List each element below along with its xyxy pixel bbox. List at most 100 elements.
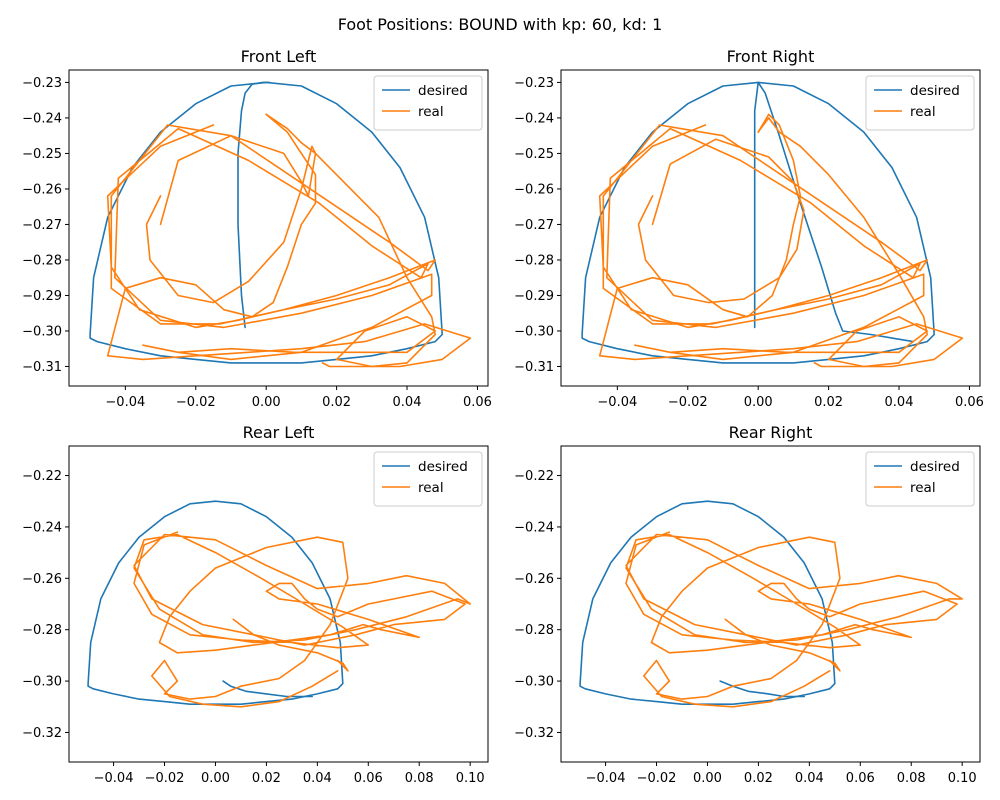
y-tick-label: −0.23 (22, 76, 62, 91)
y-tick-label: −0.25 (22, 147, 62, 162)
legend-label-desired: desired (418, 459, 468, 475)
series-line-real-2 (106, 113, 437, 368)
y-tick-label: −0.25 (514, 147, 554, 162)
x-tick-label: 0.08 (405, 771, 434, 786)
y-tick-label: −0.28 (22, 253, 62, 268)
subplot-title: Rear Left (243, 423, 315, 442)
subplot-title: Rear Right (729, 423, 813, 442)
plot-area-rear-right (579, 500, 964, 708)
figure-suptitle: Foot Positions: BOUND with kp: 60, kd: 1 (338, 15, 663, 34)
series-line-real-2 (133, 531, 472, 700)
x-tick-label: 0.02 (744, 771, 773, 786)
legend-label-desired: desired (910, 459, 960, 475)
y-tick-label: −0.26 (22, 182, 62, 197)
legend-label-desired: desired (910, 83, 960, 99)
legend-label-desired: desired (418, 83, 468, 99)
y-tick-label: −0.30 (514, 324, 554, 339)
legend-front-right: desired real (865, 75, 975, 131)
x-tick-label: −0.02 (176, 395, 216, 410)
legend-front-left: desired real (373, 75, 483, 131)
y-tick-label: −0.26 (514, 182, 554, 197)
y-tick-label: −0.28 (514, 253, 554, 268)
subplot-grid: −0.04 −0.02 0.00 0.02 0.04 0.06 −0.23 −0.24 −0.2… (22, 47, 984, 786)
subplot-front-right: −0.04 −0.02 0.00 0.02 0.04 0.06 −0.23 −0.24 −0.2… (514, 47, 984, 410)
series-line-real-3 (724, 618, 841, 672)
axes-frame-front-left (68, 69, 489, 387)
y-tick-label: −0.28 (22, 623, 62, 638)
axes-frame-rear-left (68, 445, 489, 763)
y-tick-label: −0.30 (22, 675, 62, 690)
y-tick-label: −0.28 (514, 623, 554, 638)
x-tick-label: 0.06 (354, 771, 383, 786)
x-tick-label: −0.04 (597, 395, 637, 410)
x-tick-label: 0.04 (885, 395, 914, 410)
x-tick-label: 0.06 (846, 771, 875, 786)
axes-frame-front-right (560, 69, 981, 387)
series-line-real-3 (232, 618, 349, 672)
x-tick-label: 0.04 (303, 771, 332, 786)
y-tick-label: −0.29 (22, 289, 62, 304)
subplot-rear-right: −0.04 −0.02 0.00 0.02 0.04 0.06 0.08 0.10 −0.22 −… (514, 423, 981, 786)
series-line-desired-1 (237, 81, 271, 329)
legend-label-real: real (910, 480, 936, 496)
series-line-desired-1 (222, 680, 314, 698)
y-tick-label: −0.32 (22, 726, 62, 741)
legend-label-real: real (910, 104, 936, 120)
y-tick-label: −0.24 (514, 111, 554, 126)
y-tick-label: −0.30 (22, 324, 62, 339)
y-tick-label: −0.24 (514, 520, 554, 535)
series-line-real-4 (145, 134, 317, 304)
y-tick-label: −0.32 (514, 726, 554, 741)
series-line-real-3 (598, 113, 964, 368)
x-tick-label: 0.00 (744, 395, 773, 410)
plot-area-front-left (89, 81, 472, 368)
x-tick-label: −0.02 (668, 395, 708, 410)
x-tick-label: 0.04 (393, 395, 422, 410)
series-line-desired-1 (753, 81, 914, 343)
y-tick-label: −0.27 (22, 218, 62, 233)
x-tick-label: −0.02 (637, 771, 677, 786)
plot-area-rear-left (87, 500, 472, 708)
series-line-real-3 (106, 113, 472, 368)
y-tick-label: −0.24 (22, 520, 62, 535)
x-tick-label: 0.08 (897, 771, 926, 786)
x-tick-label: 0.02 (322, 395, 351, 410)
x-tick-label: 0.06 (955, 395, 984, 410)
series-line-real-4 (637, 138, 805, 304)
y-tick-label: −0.30 (514, 675, 554, 690)
plot-area-front-right (581, 81, 964, 368)
subplot-front-left: −0.04 −0.02 0.00 0.02 0.04 0.06 −0.23 −0.24 −0.2… (22, 47, 492, 410)
y-tick-label: −0.31 (22, 360, 62, 375)
x-tick-label: 0.04 (795, 771, 824, 786)
y-tick-label: −0.27 (514, 218, 554, 233)
y-tick-label: −0.23 (514, 76, 554, 91)
y-tick-label: −0.26 (514, 572, 554, 587)
x-tick-label: 0.02 (814, 395, 843, 410)
legend-rear-left: desired real (373, 451, 483, 507)
x-tick-label: 0.06 (463, 395, 492, 410)
x-tick-label: −0.02 (145, 771, 185, 786)
legend-label-real: real (418, 480, 444, 496)
series-line-real-4 (151, 659, 339, 708)
axes-frame-rear-right (560, 445, 981, 763)
y-tick-label: −0.26 (22, 572, 62, 587)
x-tick-label: −0.04 (105, 395, 145, 410)
y-tick-label: −0.29 (514, 289, 554, 304)
subplot-title: Front Left (241, 47, 317, 66)
x-tick-label: 0.02 (252, 771, 281, 786)
x-tick-label: 0.10 (948, 771, 977, 786)
series-line-real-2 (598, 117, 929, 368)
legend-rear-right: desired real (865, 451, 975, 507)
y-tick-label: −0.24 (22, 111, 62, 126)
x-tick-label: 0.00 (252, 395, 281, 410)
subplot-rear-left: −0.04 −0.02 0.00 0.02 0.04 0.06 0.08 0.10 −0.22 −… (22, 423, 489, 786)
x-tick-label: −0.04 (94, 771, 134, 786)
x-tick-label: 0.00 (201, 771, 230, 786)
legend-label-real: real (418, 104, 444, 120)
y-tick-label: −0.22 (514, 469, 554, 484)
series-line-real-4 (642, 659, 831, 708)
x-tick-label: 0.10 (456, 771, 485, 786)
x-tick-label: 0.00 (693, 771, 722, 786)
x-tick-label: −0.04 (586, 771, 626, 786)
